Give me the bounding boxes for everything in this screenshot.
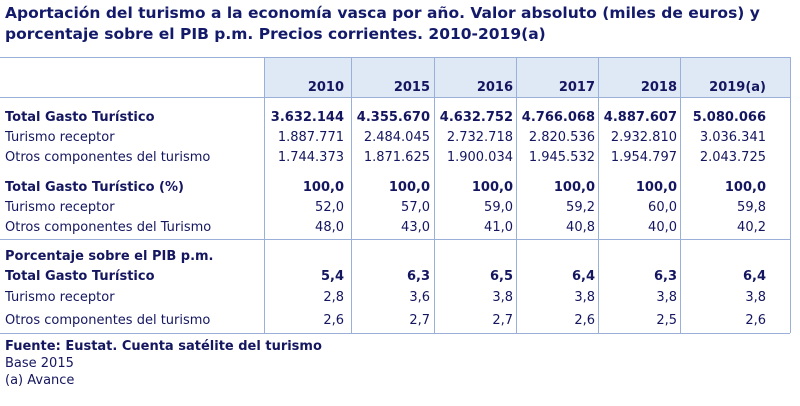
table-cell: 43,0	[401, 220, 430, 235]
table-cell: 100,0	[471, 180, 513, 195]
table-cell: 6,3	[653, 269, 677, 284]
table-cell: 59,8	[737, 200, 766, 215]
table-cell: 6,5	[489, 269, 513, 284]
column-header: 2016	[476, 80, 513, 95]
row-label: Otros componentes del Turismo	[5, 220, 212, 235]
table-cell: 2.932.810	[610, 130, 677, 145]
table-cell: 60,0	[648, 200, 677, 215]
footer-base: Base 2015	[5, 356, 74, 371]
table-cell: 3.632.144	[270, 110, 344, 125]
table-cell: 2.484.045	[363, 130, 430, 145]
table-cell: 100,0	[388, 180, 430, 195]
row-label: Total Gasto Turístico	[5, 269, 155, 284]
row-label: Total Gasto Turístico (%)	[5, 180, 184, 195]
table-cell: 1.954.797	[610, 150, 677, 165]
table-cell: 2,7	[409, 313, 430, 328]
table-cell: 2,6	[323, 313, 344, 328]
table-cell: 100,0	[635, 180, 677, 195]
column-separator	[516, 57, 517, 333]
table-cell: 41,0	[484, 220, 513, 235]
table-title: Aportación del turismo a la economía vas…	[5, 4, 760, 43]
table-cell: 3,6	[409, 290, 430, 305]
row-label: Turismo receptor	[5, 130, 115, 145]
table-cell: 3,8	[492, 290, 513, 305]
table-cell: 1.871.625	[363, 150, 430, 165]
table-cell: 6,4	[571, 269, 595, 284]
table-cell: 4.887.607	[603, 110, 677, 125]
column-header: 2017	[558, 80, 595, 95]
table-cell: 1.900.034	[446, 150, 513, 165]
table-cell: 100,0	[553, 180, 595, 195]
row-label: Otros componentes del turismo	[5, 313, 211, 328]
table-cell: 59,2	[566, 200, 595, 215]
column-header: 2010	[307, 80, 344, 95]
table-cell: 6,4	[742, 269, 766, 284]
rule-bottom	[0, 333, 790, 334]
table-cell: 4.632.752	[439, 110, 513, 125]
table-cell: 52,0	[315, 200, 344, 215]
table-cell: 2,6	[574, 313, 595, 328]
table-cell: 1.887.771	[277, 130, 344, 145]
row-label: Turismo receptor	[5, 200, 115, 215]
column-separator	[351, 57, 352, 333]
table-cell: 2,8	[323, 290, 344, 305]
column-separator	[598, 57, 599, 333]
table-cell: 3,8	[745, 290, 766, 305]
table-cell: 100,0	[302, 180, 344, 195]
table-cell: 59,0	[484, 200, 513, 215]
row-label: Otros componentes del turismo	[5, 150, 211, 165]
rule-header	[0, 97, 790, 98]
column-header: 2015	[393, 80, 430, 95]
table-cell: 1.744.373	[277, 150, 344, 165]
column-separator	[790, 57, 791, 333]
table-cell: 57,0	[401, 200, 430, 215]
table-cell: 2.732.718	[446, 130, 513, 145]
rule-pib	[0, 239, 790, 240]
column-separator	[264, 57, 265, 333]
table-cell: 6,3	[406, 269, 430, 284]
table-cell: 5.080.066	[692, 110, 766, 125]
footer-source: Fuente: Eustat. Cuenta satélite del turi…	[5, 339, 322, 354]
table-cell: 1.945.532	[528, 150, 595, 165]
table-cell: 2,5	[656, 313, 677, 328]
column-separator	[434, 57, 435, 333]
table-cell: 2,7	[492, 313, 513, 328]
row-label: Turismo receptor	[5, 290, 115, 305]
table-cell: 3.036.341	[699, 130, 766, 145]
table-cell: 100,0	[724, 180, 766, 195]
table-cell: 40,8	[566, 220, 595, 235]
table-cell: 3,8	[656, 290, 677, 305]
column-header: 2019(a)	[709, 80, 766, 95]
column-header: 2018	[640, 80, 677, 95]
row-label: Total Gasto Turístico	[5, 110, 155, 125]
table-cell: 2.043.725	[699, 150, 766, 165]
table-cell: 4.355.670	[356, 110, 430, 125]
table-cell: 3,8	[574, 290, 595, 305]
table-cell: 40,2	[737, 220, 766, 235]
rule-top	[0, 57, 790, 58]
footer-note: (a) Avance	[5, 373, 75, 388]
table-cell: 40,0	[648, 220, 677, 235]
table-cell: 5,4	[320, 269, 344, 284]
table-cell: 2,6	[745, 313, 766, 328]
section-heading: Porcentaje sobre el PIB p.m.	[5, 249, 214, 264]
column-separator	[680, 57, 681, 333]
table-cell: 48,0	[315, 220, 344, 235]
table-cell: 4.766.068	[521, 110, 595, 125]
table-cell: 2.820.536	[528, 130, 595, 145]
